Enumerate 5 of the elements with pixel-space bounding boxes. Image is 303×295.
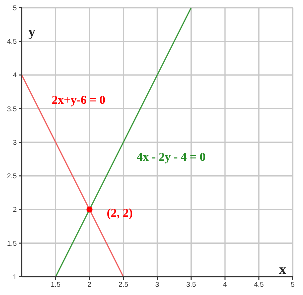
annotation: (2, 2) [107,206,133,220]
annotation: 2x+y-6 = 0 [52,93,106,107]
y-axis-title: y [28,26,36,41]
annotation: 4x - 2y - 4 = 0 [137,150,206,164]
x-axis-title: x [279,262,286,278]
